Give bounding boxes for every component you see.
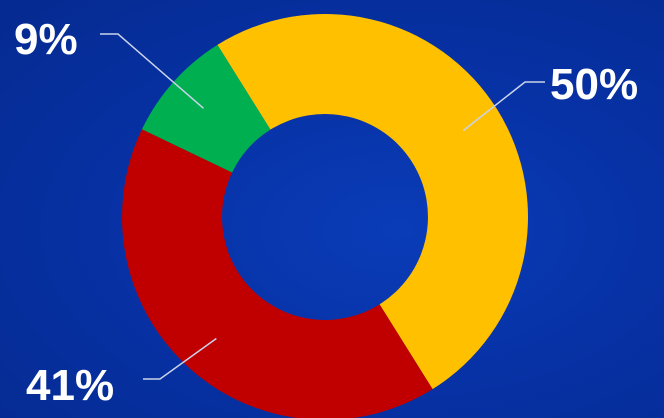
leader-line-2 <box>100 33 204 109</box>
slice-labels: 50% 41% 9% <box>14 15 638 410</box>
donut-slice-0 <box>217 14 528 390</box>
leader-line-1 <box>143 337 217 380</box>
donut-slice-2 <box>141 44 271 173</box>
slice-label-1: 41% <box>26 361 114 410</box>
donut-slice-1 <box>122 129 433 418</box>
donut-slices <box>122 14 528 418</box>
leader-line-0 <box>462 81 545 132</box>
slice-label-0: 50% <box>550 60 638 109</box>
slice-label-2: 9% <box>14 15 78 64</box>
leader-lines <box>100 33 545 380</box>
